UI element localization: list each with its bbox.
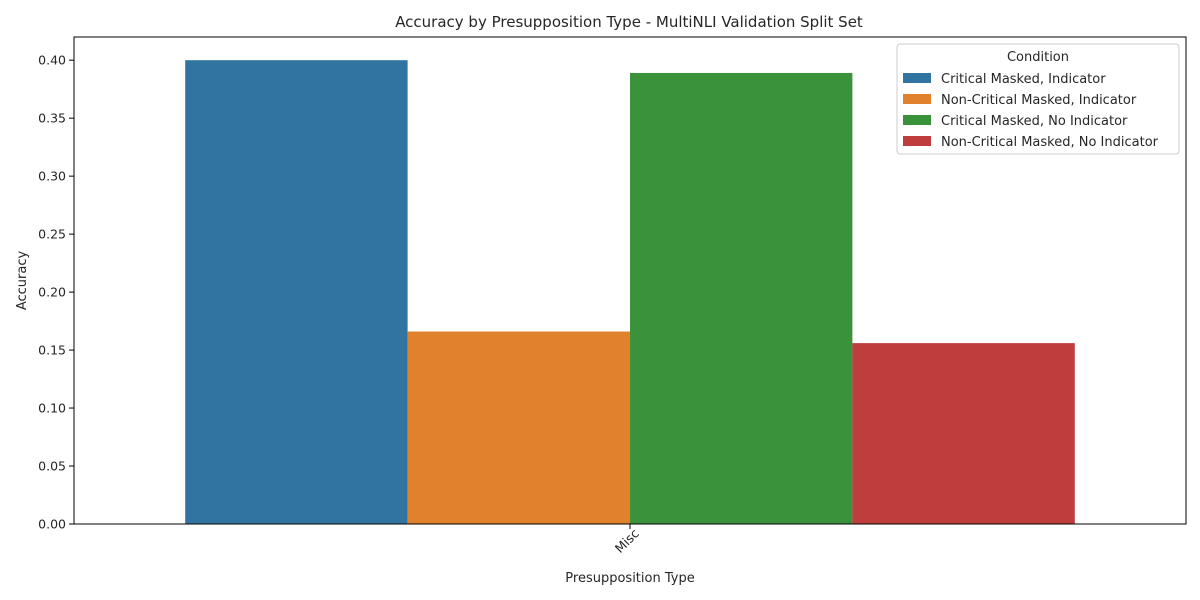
legend-entry-label: Critical Masked, No Indicator <box>941 114 1128 129</box>
y-tick-label: 0.40 <box>38 53 66 68</box>
y-tick-label: 0.30 <box>38 169 66 184</box>
x-tick-label: Misc <box>612 526 642 556</box>
y-axis-label: Accuracy <box>15 251 30 311</box>
x-axis-label: Presupposition Type <box>565 571 694 586</box>
bar-critical-masked-no-indicator <box>630 72 853 524</box>
bar-critical-masked-indicator <box>185 60 408 524</box>
y-tick-label: 0.00 <box>38 517 66 532</box>
legend-entry-label: Non-Critical Masked, Indicator <box>941 93 1137 108</box>
plot-frame <box>73 36 1187 525</box>
y-tick-label: 0.25 <box>38 227 66 242</box>
legend-box <box>896 43 1180 155</box>
y-tick-label: 0.35 <box>38 111 66 126</box>
y-axis: 0.00 0.05 0.10 0.15 0.20 0.25 0.30 0.35 0.40 <box>38 53 74 532</box>
legend-swatch <box>903 136 931 146</box>
legend[interactable]: Condition Critical Masked, Indicator Non-C… <box>896 43 1180 155</box>
y-tick-label: 0.10 <box>38 401 66 416</box>
legend-swatch <box>903 115 931 125</box>
legend-entry-label: Critical Masked, Indicator <box>941 72 1106 87</box>
chart-title: Accuracy by Presupposition Type - MultiN… <box>395 13 863 31</box>
bar-non-critical-masked-indicator <box>407 331 630 524</box>
legend-entry-label: Non-Critical Masked, No Indicator <box>941 135 1159 150</box>
legend-swatch <box>903 94 931 104</box>
x-axis: Misc <box>612 524 642 556</box>
y-tick-label: 0.15 <box>38 343 66 358</box>
y-tick-label: 0.20 <box>38 285 66 300</box>
y-tick-label: 0.05 <box>38 459 66 474</box>
legend-title: Condition <box>1007 50 1069 65</box>
bar-non-critical-masked-no-indicator <box>852 343 1075 524</box>
bars-group <box>185 60 1075 524</box>
legend-swatch <box>903 73 931 83</box>
